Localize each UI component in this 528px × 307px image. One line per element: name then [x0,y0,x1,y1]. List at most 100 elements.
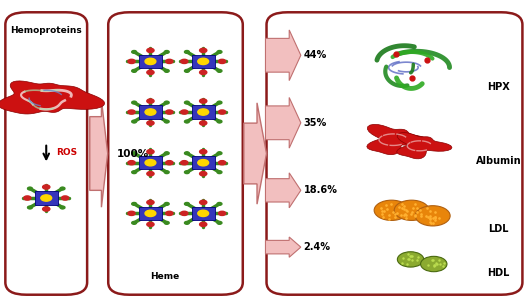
Text: HDL: HDL [487,268,510,278]
Circle shape [131,221,137,224]
Circle shape [184,69,190,72]
Circle shape [219,59,226,64]
Circle shape [128,161,135,165]
Circle shape [43,185,50,189]
Polygon shape [139,55,162,68]
Circle shape [421,256,447,272]
Circle shape [41,195,52,201]
Circle shape [219,110,226,114]
Circle shape [219,161,226,165]
Polygon shape [0,81,105,114]
Polygon shape [139,207,162,220]
Circle shape [198,58,209,64]
Circle shape [128,211,135,216]
Circle shape [128,110,135,114]
Polygon shape [90,100,108,207]
Polygon shape [192,207,215,220]
Circle shape [217,51,222,53]
Circle shape [198,160,209,166]
Circle shape [217,221,222,224]
Polygon shape [266,237,301,257]
Circle shape [147,99,154,103]
FancyBboxPatch shape [5,12,87,295]
Circle shape [198,210,209,216]
Circle shape [131,120,137,123]
Circle shape [398,252,424,267]
Polygon shape [192,55,215,68]
Circle shape [184,203,190,205]
Text: 2.4%: 2.4% [304,242,331,252]
Circle shape [374,200,409,220]
Circle shape [198,109,209,115]
Polygon shape [266,98,301,148]
Circle shape [200,200,207,204]
Circle shape [131,51,137,53]
Circle shape [131,101,137,104]
Text: 44%: 44% [304,50,327,60]
Circle shape [131,203,137,205]
Polygon shape [367,124,430,155]
Polygon shape [266,173,301,208]
Circle shape [200,222,207,227]
Circle shape [164,152,169,155]
Circle shape [147,222,154,227]
Circle shape [200,172,207,176]
Circle shape [217,152,222,155]
Text: ROS: ROS [56,148,77,157]
Circle shape [166,211,173,216]
Circle shape [60,187,65,190]
Circle shape [145,160,156,166]
Circle shape [131,69,137,72]
Circle shape [164,221,169,224]
Circle shape [27,206,32,209]
Polygon shape [139,156,162,169]
Circle shape [217,101,222,104]
Circle shape [217,69,222,72]
Circle shape [147,150,154,154]
Circle shape [24,196,31,200]
Circle shape [145,210,156,216]
Polygon shape [266,30,301,81]
Circle shape [147,70,154,75]
Circle shape [394,200,429,220]
Circle shape [145,109,156,115]
Circle shape [43,207,50,211]
Circle shape [181,59,188,64]
Circle shape [147,121,154,125]
Polygon shape [192,156,215,169]
Circle shape [164,171,169,173]
Polygon shape [192,105,215,119]
Circle shape [217,120,222,123]
Text: 100%: 100% [117,149,149,158]
Circle shape [200,70,207,75]
Circle shape [164,120,169,123]
Circle shape [166,110,173,114]
Text: 35%: 35% [304,118,327,128]
Circle shape [164,101,169,104]
Circle shape [145,58,156,64]
Circle shape [166,161,173,165]
Circle shape [164,203,169,205]
Text: Albumin: Albumin [476,156,522,166]
Polygon shape [139,105,162,119]
Circle shape [217,171,222,173]
Circle shape [181,110,188,114]
Circle shape [62,196,69,200]
Polygon shape [35,191,58,205]
Circle shape [200,99,207,103]
Circle shape [166,59,173,64]
Circle shape [147,200,154,204]
Polygon shape [397,133,452,159]
Circle shape [184,101,190,104]
FancyBboxPatch shape [108,12,243,295]
Circle shape [128,59,135,64]
Circle shape [164,51,169,53]
Text: HPX: HPX [487,83,510,92]
Circle shape [416,206,450,226]
Circle shape [200,48,207,52]
Circle shape [217,203,222,205]
Circle shape [164,69,169,72]
Circle shape [200,121,207,125]
Circle shape [219,211,226,216]
Text: Heme: Heme [150,272,180,281]
